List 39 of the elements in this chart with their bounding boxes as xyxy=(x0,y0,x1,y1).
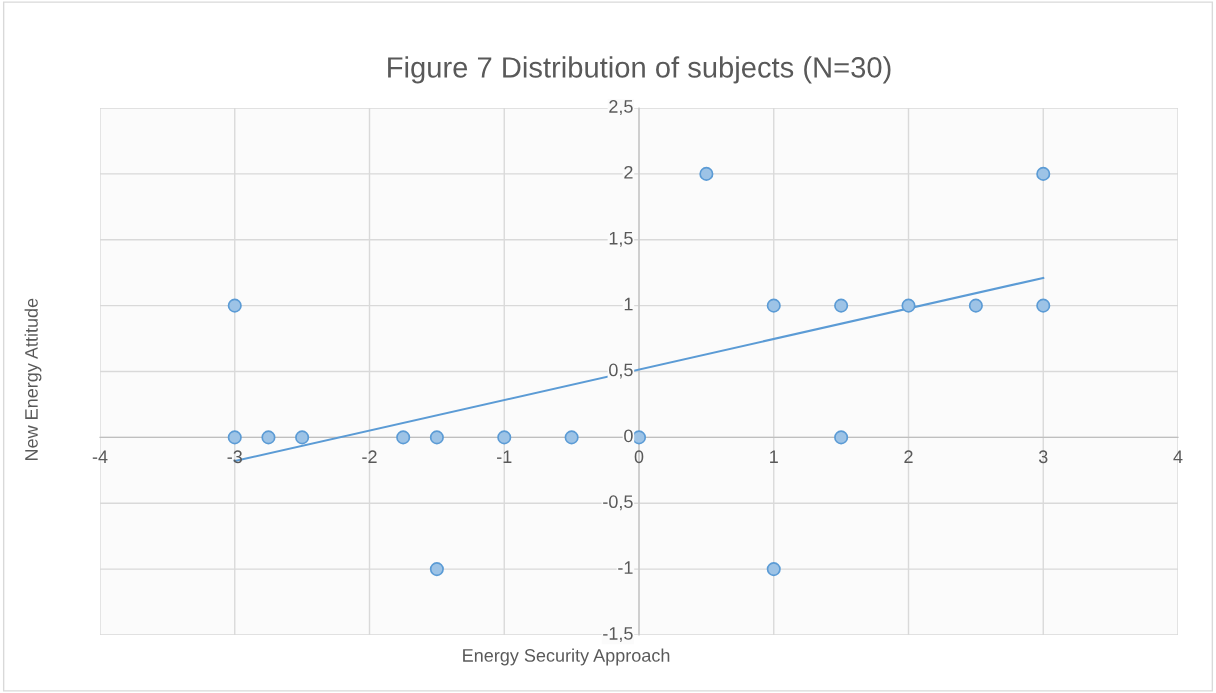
y-tick-label: -0,5 xyxy=(603,495,633,511)
x-tick-label: -2 xyxy=(362,450,377,463)
y-tick-label: -1,5 xyxy=(603,627,633,642)
point xyxy=(901,298,916,313)
point xyxy=(295,430,310,445)
y-tick-label: 2,5 xyxy=(609,100,633,115)
point xyxy=(834,430,849,445)
x-axis-title: Energy Security Approach xyxy=(463,648,670,666)
point xyxy=(766,562,781,577)
x-tick-label: 1 xyxy=(770,450,778,463)
y-tick-label: 1,5 xyxy=(609,232,633,247)
y-tick-label: 0 xyxy=(624,429,633,443)
x-tick-label: -3 xyxy=(227,450,242,464)
point xyxy=(766,298,781,313)
point xyxy=(699,166,714,181)
y-tick-label: 1 xyxy=(624,297,633,311)
point xyxy=(261,430,276,445)
y-tick-label: 0,5 xyxy=(609,363,633,379)
point xyxy=(834,298,849,313)
point xyxy=(429,430,444,445)
point xyxy=(227,430,242,445)
point xyxy=(564,430,579,445)
point xyxy=(429,562,444,577)
point xyxy=(1036,298,1051,313)
y-tick-label: 2 xyxy=(624,165,633,179)
point xyxy=(396,430,411,445)
point xyxy=(1036,166,1051,181)
y-tick-label: -1 xyxy=(618,561,633,574)
x-tick-label: 0 xyxy=(634,450,644,464)
x-tick-label: 4 xyxy=(1173,450,1183,463)
point xyxy=(227,298,242,313)
x-tick-label: 3 xyxy=(1038,450,1048,464)
y-axis-title: New Energy Attitude xyxy=(24,298,42,461)
chart-title: Figure 7 Distribution of subjects (N=30) xyxy=(388,56,891,84)
point xyxy=(497,430,512,445)
point xyxy=(968,298,983,313)
x-tick-label: 2 xyxy=(904,450,913,463)
x-tick-label: -1 xyxy=(497,450,512,463)
x-tick-label: -4 xyxy=(92,450,108,463)
